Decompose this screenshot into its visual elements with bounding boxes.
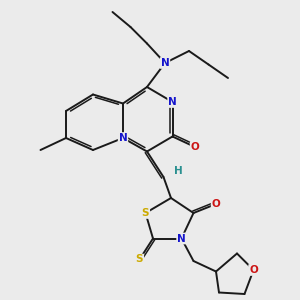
Text: N: N bbox=[118, 133, 127, 143]
Text: H: H bbox=[174, 166, 183, 176]
Text: S: S bbox=[142, 208, 149, 218]
Text: N: N bbox=[160, 58, 169, 68]
Text: S: S bbox=[136, 254, 143, 265]
Text: N: N bbox=[168, 97, 177, 107]
Text: O: O bbox=[190, 142, 200, 152]
Text: O: O bbox=[249, 265, 258, 275]
Text: N: N bbox=[177, 233, 186, 244]
Text: O: O bbox=[212, 199, 220, 209]
